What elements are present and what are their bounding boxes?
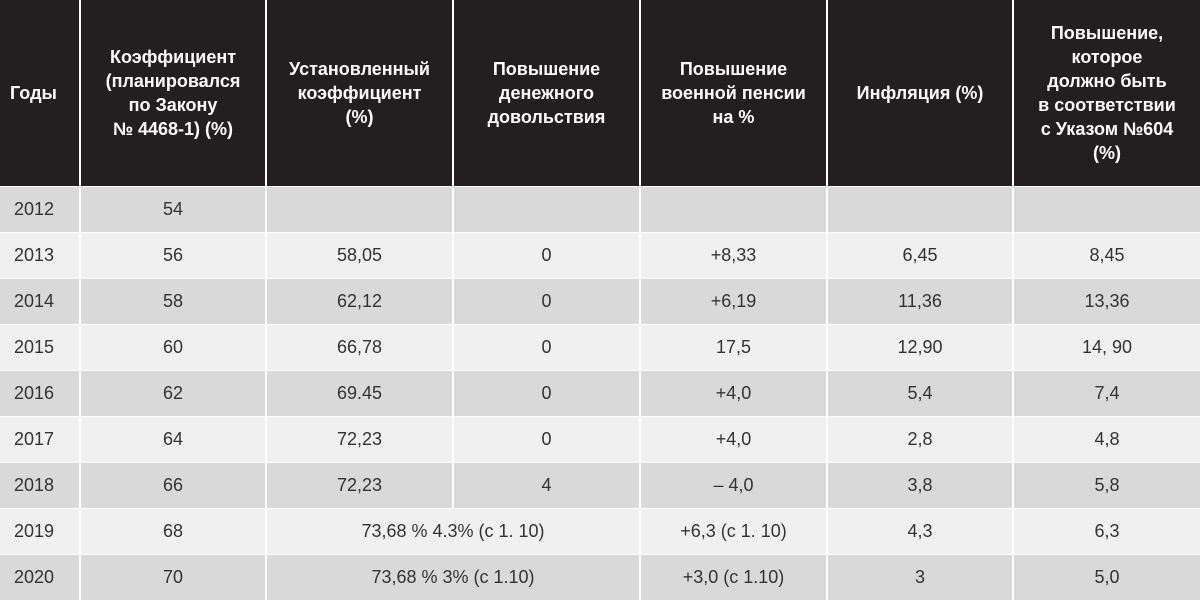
cell-coef-planned: 56 (80, 233, 266, 279)
table-row: 2012 54 (0, 187, 1200, 233)
header-years: Годы (0, 0, 80, 187)
table-row: 2018 66 72,23 4 – 4,0 3,8 5,8 (0, 463, 1200, 509)
cell-decree: 13,36 (1013, 279, 1200, 325)
cell-coef-planned: 58 (80, 279, 266, 325)
cell-year: 2016 (0, 371, 80, 417)
cell-year: 2014 (0, 279, 80, 325)
cell-coef-set: 69.45 (266, 371, 453, 417)
cell-inflation: 3 (827, 555, 1013, 600)
table-row: 2016 62 69.45 0 +4,0 5,4 7,4 (0, 371, 1200, 417)
cell-pension: +3,0 (с 1.10) (640, 555, 827, 600)
cell-inflation: 12,90 (827, 325, 1013, 371)
cell-coef-set-merged: 73,68 % 3% (с 1.10) (266, 555, 640, 600)
cell-coef-set (266, 187, 453, 233)
table-row: 2019 68 73,68 % 4.3% (с 1. 10) +6,3 (с 1… (0, 509, 1200, 555)
header-coef-planned: Коэффициент (планировался по Закону № 44… (80, 0, 266, 187)
table-row: 2020 70 73,68 % 3% (с 1.10) +3,0 (с 1.10… (0, 555, 1200, 600)
cell-decree: 5,0 (1013, 555, 1200, 600)
cell-inflation: 3,8 (827, 463, 1013, 509)
cell-coef-planned: 62 (80, 371, 266, 417)
cell-inflation: 11,36 (827, 279, 1013, 325)
cell-allowance: 0 (453, 279, 640, 325)
table-row: 2013 56 58,05 0 +8,33 6,45 8,45 (0, 233, 1200, 279)
table-row: 2014 58 62,12 0 +6,19 11,36 13,36 (0, 279, 1200, 325)
cell-allowance: 0 (453, 417, 640, 463)
cell-year: 2019 (0, 509, 80, 555)
cell-pension: 17,5 (640, 325, 827, 371)
cell-allowance: 0 (453, 371, 640, 417)
cell-decree: 4,8 (1013, 417, 1200, 463)
cell-allowance: 4 (453, 463, 640, 509)
cell-pension: +6,19 (640, 279, 827, 325)
cell-year: 2020 (0, 555, 80, 600)
cell-coef-set: 62,12 (266, 279, 453, 325)
header-inflation: Инфляция (%) (827, 0, 1013, 187)
cell-year: 2015 (0, 325, 80, 371)
cell-pension: +6,3 (с 1. 10) (640, 509, 827, 555)
cell-coef-planned: 70 (80, 555, 266, 600)
cell-pension: +4,0 (640, 371, 827, 417)
cell-pension: +4,0 (640, 417, 827, 463)
cell-coef-set: 66,78 (266, 325, 453, 371)
table-row: 2017 64 72,23 0 +4,0 2,8 4,8 (0, 417, 1200, 463)
cell-inflation: 4,3 (827, 509, 1013, 555)
cell-inflation (827, 187, 1013, 233)
cell-year: 2013 (0, 233, 80, 279)
cell-coef-set: 72,23 (266, 463, 453, 509)
cell-coef-set-merged: 73,68 % 4.3% (с 1. 10) (266, 509, 640, 555)
cell-coef-set: 58,05 (266, 233, 453, 279)
cell-year: 2012 (0, 187, 80, 233)
cell-allowance (453, 187, 640, 233)
cell-year: 2018 (0, 463, 80, 509)
header-pension-increase: Повышение военной пенсии на % (640, 0, 827, 187)
cell-allowance: 0 (453, 325, 640, 371)
cell-coef-planned: 60 (80, 325, 266, 371)
header-row: Годы Коэффициент (планировался по Закону… (0, 0, 1200, 187)
cell-coef-planned: 64 (80, 417, 266, 463)
header-coef-set: Установленный коэффициент (%) (266, 0, 453, 187)
header-allowance-increase: Повышение денежного довольствия (453, 0, 640, 187)
cell-year: 2017 (0, 417, 80, 463)
cell-decree: 5,8 (1013, 463, 1200, 509)
header-decree-increase: Повышение, которое должно быть в соответ… (1013, 0, 1200, 187)
table-row: 2015 60 66,78 0 17,5 12,90 14, 90 (0, 325, 1200, 371)
cell-allowance: 0 (453, 233, 640, 279)
cell-pension: +8,33 (640, 233, 827, 279)
cell-decree (1013, 187, 1200, 233)
cell-inflation: 5,4 (827, 371, 1013, 417)
cell-coef-planned: 54 (80, 187, 266, 233)
cell-pension (640, 187, 827, 233)
cell-pension: – 4,0 (640, 463, 827, 509)
cell-decree: 8,45 (1013, 233, 1200, 279)
cell-decree: 6,3 (1013, 509, 1200, 555)
cell-coef-planned: 66 (80, 463, 266, 509)
cell-decree: 7,4 (1013, 371, 1200, 417)
cell-inflation: 2,8 (827, 417, 1013, 463)
cell-inflation: 6,45 (827, 233, 1013, 279)
cell-decree: 14, 90 (1013, 325, 1200, 371)
cell-coef-planned: 68 (80, 509, 266, 555)
cell-coef-set: 72,23 (266, 417, 453, 463)
